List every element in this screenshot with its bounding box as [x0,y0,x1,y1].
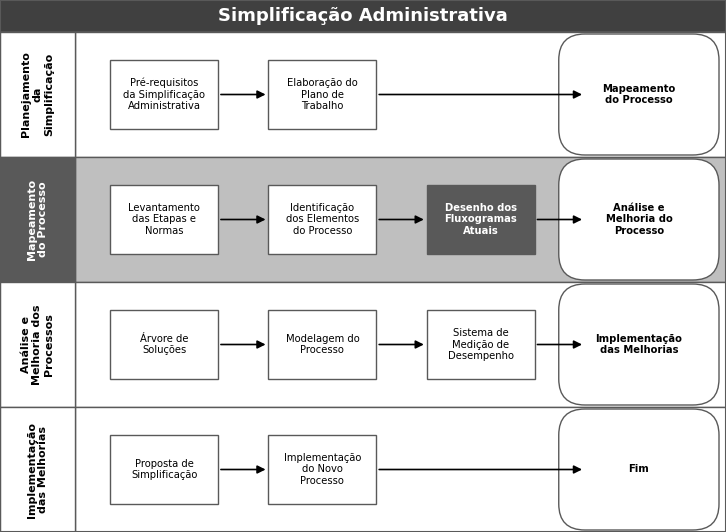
Text: Implementação
das Melhorias: Implementação das Melhorias [595,334,682,355]
Text: Implementação
das Melhorias: Implementação das Melhorias [27,421,49,518]
FancyBboxPatch shape [110,435,218,504]
Text: Desenho dos
Fluxogramas
Atuais: Desenho dos Fluxogramas Atuais [444,203,517,236]
Bar [75,32,726,157]
Bar [0,0,726,32]
FancyBboxPatch shape [427,310,534,379]
FancyBboxPatch shape [110,185,218,254]
FancyBboxPatch shape [110,60,218,129]
Text: Elaboração do
Plano de
Trabalho: Elaboração do Plano de Trabalho [287,78,358,111]
Text: Sistema de
Medição de
Desempenho: Sistema de Medição de Desempenho [448,328,513,361]
Bar [0,407,75,532]
FancyBboxPatch shape [269,60,376,129]
Bar [0,32,75,157]
Text: Análise e
Melhoria dos
Processos: Análise e Melhoria dos Processos [21,304,54,385]
Text: Identificação
dos Elementos
do Processo: Identificação dos Elementos do Processo [286,203,359,236]
Bar [0,157,75,282]
Bar [0,282,75,407]
Text: Análise e
Melhoria do
Processo: Análise e Melhoria do Processo [605,203,672,236]
FancyBboxPatch shape [110,310,218,379]
FancyBboxPatch shape [269,310,376,379]
Bar [75,157,726,282]
Text: Implementação
do Novo
Processo: Implementação do Novo Processo [284,453,361,486]
Bar [75,282,726,407]
FancyBboxPatch shape [559,159,719,280]
Text: Mapeamento
do Processo: Mapeamento do Processo [27,179,49,260]
FancyBboxPatch shape [559,409,719,530]
FancyBboxPatch shape [427,185,534,254]
Text: Pré-requisitos
da Simplificação
Administrativa: Pré-requisitos da Simplificação Administ… [123,78,205,111]
Text: Simplificação Administrativa: Simplificação Administrativa [218,7,508,25]
Text: Mapeamento
do Processo: Mapeamento do Processo [603,84,675,105]
Text: Árvore de
Soluções: Árvore de Soluções [140,334,188,355]
Text: Fim: Fim [629,464,649,475]
Text: Levantamento
das Etapas e
Normas: Levantamento das Etapas e Normas [129,203,200,236]
Text: Modelagem do
Processo: Modelagem do Processo [285,334,359,355]
Text: Planejamento
da
Simplificação: Planejamento da Simplificação [21,52,54,137]
FancyBboxPatch shape [559,34,719,155]
FancyBboxPatch shape [269,185,376,254]
FancyBboxPatch shape [269,435,376,504]
FancyBboxPatch shape [559,284,719,405]
Text: Proposta de
Simplificação: Proposta de Simplificação [131,459,197,480]
Bar [75,407,726,532]
